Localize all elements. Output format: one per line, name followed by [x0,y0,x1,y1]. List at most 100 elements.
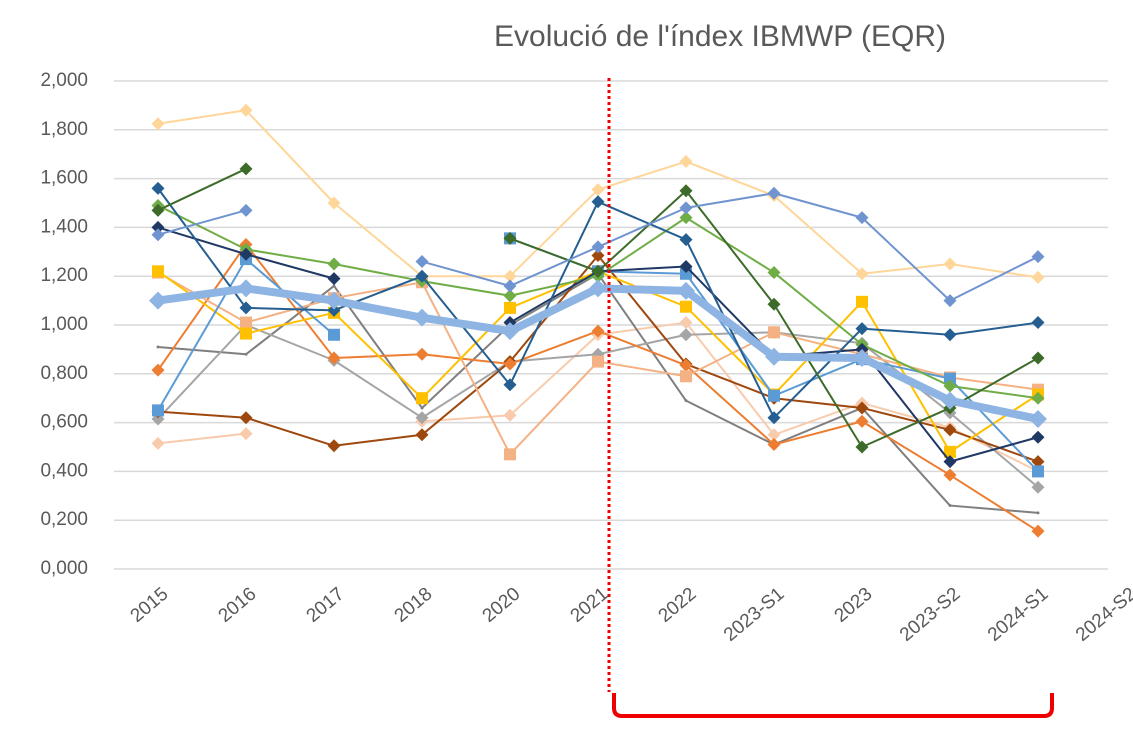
marker [504,448,516,461]
marker [855,211,869,225]
marker [415,428,429,442]
marker [1032,465,1044,478]
marker [503,289,517,303]
marker [679,328,693,342]
y-tick-label: 1,400 [40,216,88,237]
x-tick-label: 2022 [655,584,701,627]
marker [1031,455,1045,469]
marker [679,211,693,225]
marker [328,328,340,341]
y-tick-label: 0,200 [40,509,88,530]
marker [768,326,780,339]
marker [679,184,693,198]
marker [327,303,341,317]
series-line [157,192,1039,302]
series-line [157,321,1039,473]
marker [941,391,959,410]
marker [767,438,781,452]
marker [591,324,605,338]
marker [239,411,253,425]
marker [332,284,336,288]
marker [501,322,519,341]
marker [156,345,160,349]
marker [948,504,952,508]
period-bracket [612,693,1054,718]
grid [114,80,1108,570]
marker [503,378,517,392]
lines [149,103,1047,538]
marker [855,322,869,336]
marker [943,294,957,308]
marker [680,300,692,313]
x-tick-label: 2015 [127,584,173,627]
x-tick-label: 2017 [303,584,349,627]
marker [855,414,869,428]
marker [420,406,424,410]
marker [679,316,693,330]
marker [591,240,605,254]
marker [1031,391,1045,405]
marker [151,228,165,242]
marker [943,328,957,342]
marker [151,363,165,377]
marker [591,264,605,278]
marker [152,404,164,417]
marker [1031,316,1045,330]
marker [503,279,517,293]
x-tick-label: 2024-S1 [984,584,1053,646]
marker [151,436,165,450]
marker [943,455,957,469]
marker [856,295,868,308]
marker [679,259,693,273]
x-tick-label: 2020 [479,584,525,627]
marker [679,201,693,215]
y-tick-label: 1,200 [40,265,88,286]
marker [415,347,429,361]
x-tick-label: 2018 [391,584,437,627]
marker [239,301,253,315]
marker [943,257,957,271]
marker [943,468,957,482]
series [149,279,1047,428]
marker [152,265,164,278]
y-tick-label: 0,800 [40,363,88,384]
marker [1031,351,1045,365]
marker [503,231,517,245]
marker [684,399,688,403]
marker [327,257,341,271]
marker [679,155,693,169]
marker [944,445,956,458]
marker [244,352,248,356]
y-tick-label: 1,000 [40,314,88,335]
marker [415,411,429,425]
y-tick-label: 0,400 [40,460,88,481]
series [151,186,1045,308]
x-tick-label: 2024-S2 [1072,584,1133,646]
marker [943,423,957,437]
marker [415,255,429,269]
x-tick-label: 2021 [567,584,613,627]
marker [680,370,692,383]
marker [853,348,871,367]
marker [239,162,253,176]
marker [325,291,343,310]
marker [151,203,165,217]
marker [1031,480,1045,494]
marker [1031,430,1045,444]
marker [151,181,165,195]
x-tick-label: 2023-S1 [720,584,789,646]
marker [327,439,341,453]
marker [943,379,957,393]
marker [149,291,167,310]
series [151,318,1045,494]
y-tick-label: 1,800 [40,119,88,140]
marker [415,269,429,283]
x-tick-label: 2023 [831,584,877,627]
marker [591,195,605,209]
marker [589,279,607,298]
y-tick-label: 0,000 [40,558,88,579]
marker [239,203,253,217]
marker [327,196,341,210]
marker [767,186,781,200]
marker [677,281,695,300]
